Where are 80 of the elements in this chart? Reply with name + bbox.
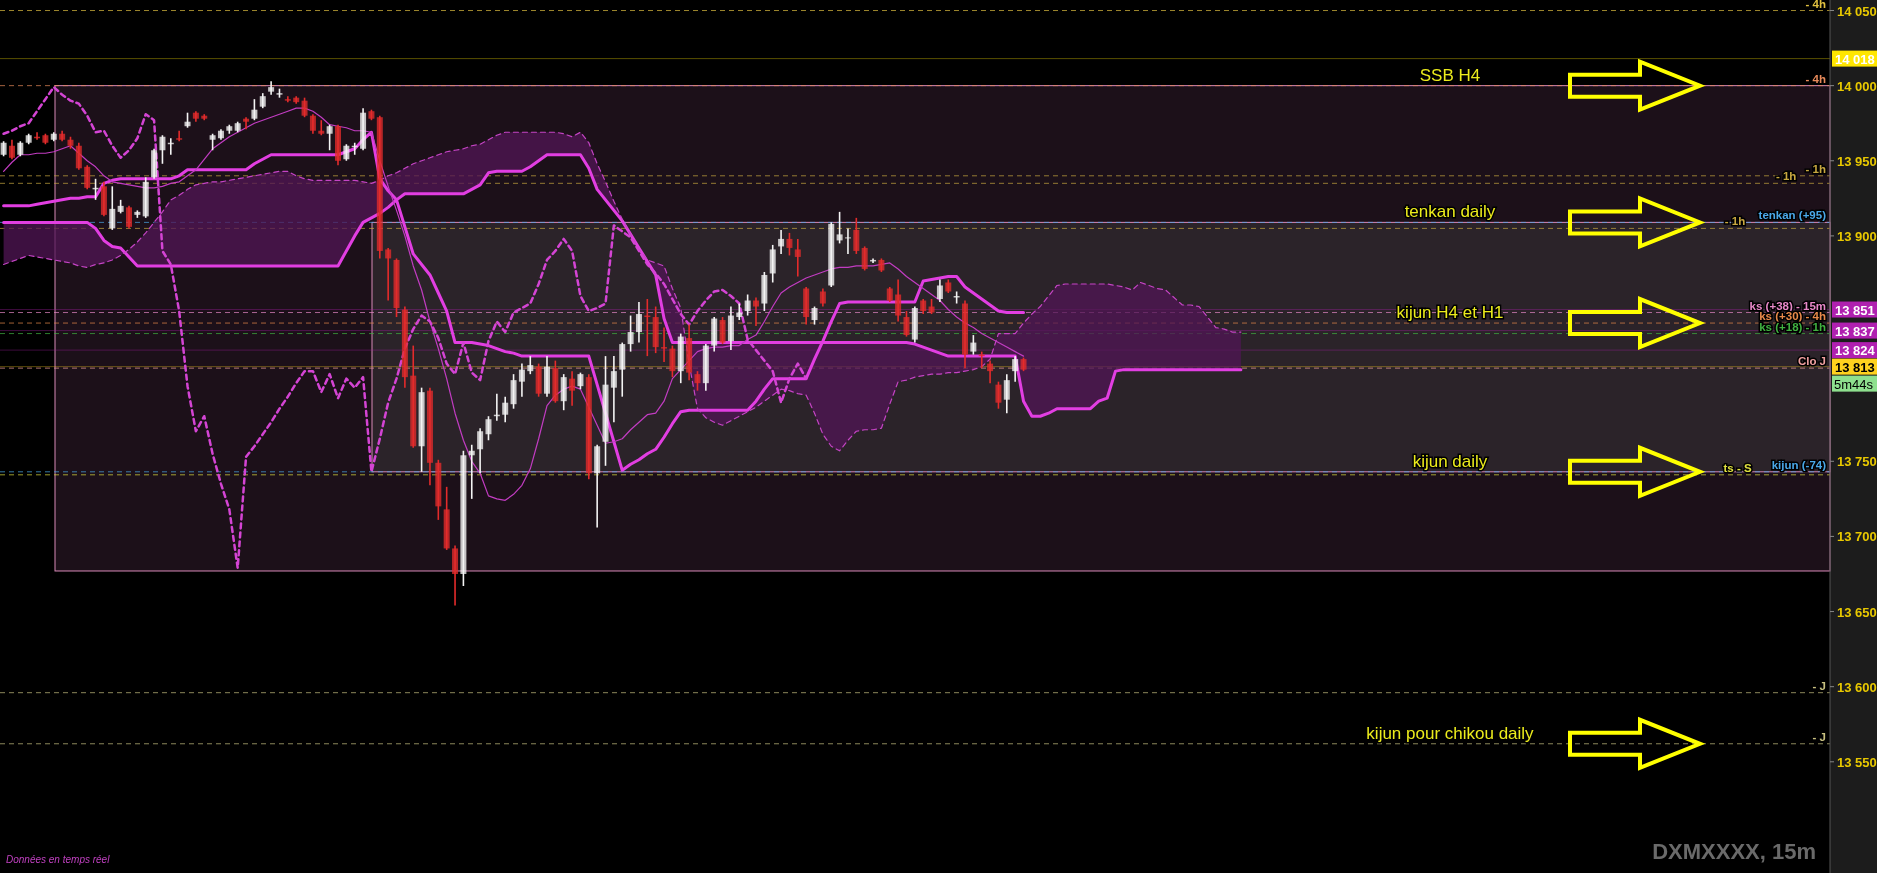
candlestick [301, 96, 308, 118]
candlestick [744, 293, 751, 317]
candlestick [502, 395, 509, 424]
ref-line-label: - J [1812, 730, 1826, 743]
candlestick [719, 316, 726, 345]
ref-line-label: - 4h [1805, 72, 1826, 85]
candlestick [75, 141, 82, 171]
candlestick [1012, 355, 1019, 383]
line-series [2, 85, 808, 570]
ref-line-label: 13 824 [1835, 343, 1876, 359]
candlestick [326, 123, 333, 152]
ref-line-label: - 1h [1805, 162, 1826, 175]
candlestick [527, 355, 534, 375]
candlestick [778, 229, 785, 255]
candlestick [836, 211, 843, 245]
candlestick [844, 227, 851, 255]
candlestick [610, 355, 617, 424]
ref-line-label: kijun (-74) [1771, 458, 1827, 471]
candlestick [309, 113, 316, 135]
candlestick [635, 301, 642, 344]
ref-line-label: 13 837 [1835, 323, 1875, 339]
candlestick [895, 278, 902, 323]
text: DXMXXXX, 15m [1652, 839, 1816, 864]
candlestick [318, 119, 325, 137]
y-tick-label: 13 950 [1837, 153, 1877, 169]
candlestick [126, 205, 132, 230]
candlestick [8, 138, 15, 161]
annotation: Données en temps réel [6, 854, 111, 865]
candlestick [243, 116, 250, 131]
candlestick [861, 245, 868, 272]
annotation: kijun H4 et H1 [1396, 303, 1504, 323]
candlestick [109, 185, 116, 231]
ref-line-label: 13 813 [1835, 359, 1875, 375]
y-tick-label: 13 550 [1837, 754, 1877, 770]
candlestick [569, 370, 576, 407]
candlestick [853, 217, 860, 255]
candlestick [159, 134, 166, 165]
candlestick [627, 314, 634, 353]
candlestick [518, 362, 525, 398]
text: 5m44s [1834, 376, 1874, 392]
y-tick-label: 14 050 [1837, 3, 1877, 19]
candlestick [1003, 373, 1010, 415]
candlestick [477, 427, 484, 475]
ref-line-label: ts - S [1723, 461, 1752, 474]
ref-line-label: 14 018 [1835, 51, 1875, 67]
candlestick [176, 129, 183, 143]
candlestick [753, 296, 759, 327]
y-tick-label: 13 700 [1837, 529, 1877, 545]
y-tick-label: 13 750 [1837, 454, 1877, 470]
annotation: SSB H4 [1419, 65, 1481, 85]
candlestick [811, 305, 818, 326]
candlestick [84, 164, 91, 191]
annotation: kijun pour chikou daily [1366, 723, 1535, 743]
ref-line-label: 13 851 [1835, 302, 1875, 318]
ref-line-label: tenkan (+95) [1758, 209, 1827, 222]
y-tick-label: 14 000 [1837, 78, 1877, 94]
candlestick [485, 415, 492, 442]
candlestick [819, 287, 826, 308]
y-tick-label: 13 650 [1837, 604, 1877, 620]
candlestick [661, 326, 668, 363]
candlestick [987, 359, 994, 384]
ref-line-label: - 4h [1805, 0, 1826, 10]
candlestick [669, 344, 676, 378]
candlestick [251, 98, 258, 122]
candlestick [995, 380, 1002, 410]
ref-line-label: - 1h [1775, 170, 1797, 183]
candlestick [786, 232, 793, 257]
annotation: tenkan daily [1404, 202, 1496, 222]
ref-line-label: - J [1812, 679, 1826, 692]
y-tick-label: 13 900 [1837, 228, 1877, 244]
ref-line-label: Clo J [1797, 355, 1826, 368]
candlestick [385, 247, 392, 302]
candlestick [794, 238, 801, 278]
candlestick [970, 334, 977, 356]
candlestick [903, 310, 910, 338]
candlestick [936, 278, 943, 303]
annotation: kijun daily [1412, 451, 1488, 471]
ref-line-label: ks (+38) - 15m [1749, 299, 1826, 312]
candlestick [694, 370, 701, 392]
y-tick-label: 13 600 [1837, 679, 1877, 695]
